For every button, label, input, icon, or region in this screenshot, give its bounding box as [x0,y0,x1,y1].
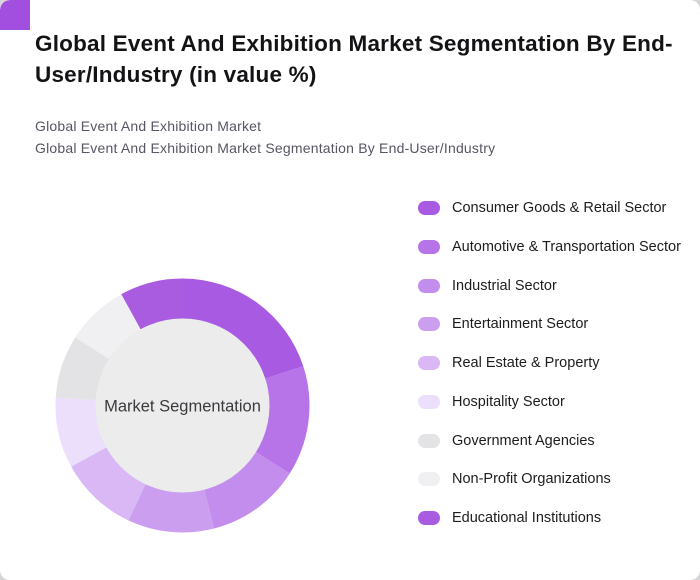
legend-label: Hospitality Sector [452,393,565,410]
legend-label: Real Estate & Property [452,355,600,371]
legend-label: Consumer Goods & Retail Sector [452,200,667,216]
legend-swatch [418,394,440,409]
legend-item: Non-Profit Organizations [418,469,684,491]
subtitle-market: Global Event And Exhibition Market [35,118,262,134]
legend-swatch [418,278,440,293]
legend-swatch [418,472,440,487]
chart-legend: Consumer Goods & Retail Sector Automotive… [418,198,684,530]
legend-label: Educational Institutions [452,510,602,526]
donut-center-circle [95,318,270,493]
donut-center-label: Market Segmentation [104,398,261,416]
legend-item: Entertainment Sector [418,314,684,336]
legend-label: Entertainment Sector [452,316,589,333]
legend-label: Industrial Sector [452,277,557,294]
legend-swatch [418,433,440,448]
donut-chart: Market Segmentation [30,253,335,558]
legend-item: Industrial Sector [418,276,684,298]
corner-accent-square [0,0,30,30]
legend-item: Consumer Goods & Retail Sector [418,198,684,220]
legend-label: Non-Profit Organizations [452,471,611,488]
legend-swatch [418,511,440,525]
donut-chart-svg: Market Segmentation [55,278,310,533]
legend-label: Government Agencies [452,432,595,449]
legend-swatch [418,239,440,254]
page-title: Global Event And Exhibition Market Segme… [35,31,673,88]
legend-label: Automotive & Transportation Sector [452,238,681,255]
legend-swatch [418,201,440,215]
legend-item: Educational Institutions [418,508,684,530]
legend-item: Hospitality Sector [418,392,684,414]
legend-item: Automotive & Transportation Sector [418,237,684,259]
subtitle-segmentation: Global Event And Exhibition Market Segme… [35,140,496,156]
legend-item: Government Agencies [418,431,684,453]
legend-swatch [418,317,440,332]
legend-item: Real Estate & Property [418,353,684,375]
legend-swatch [418,356,440,370]
